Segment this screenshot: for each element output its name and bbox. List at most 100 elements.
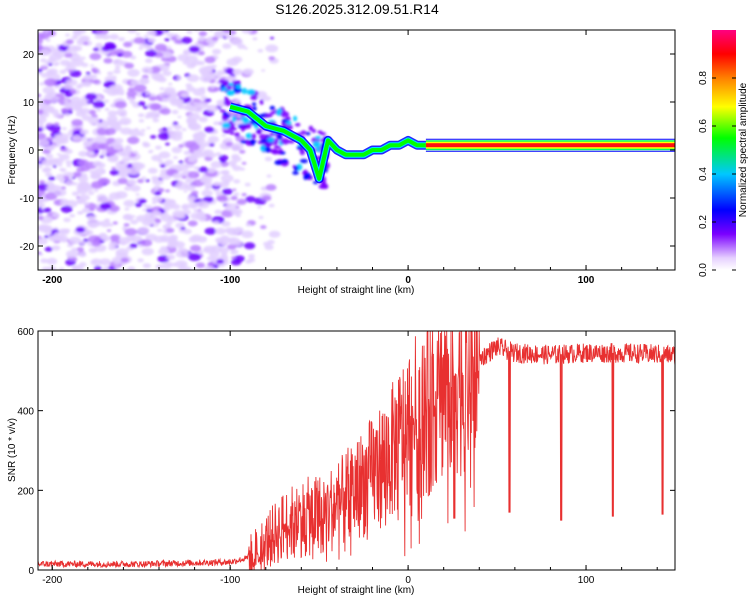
noise-blob bbox=[185, 55, 198, 64]
noise-blob bbox=[126, 179, 137, 186]
noise-blob bbox=[94, 135, 108, 144]
noise-blob bbox=[43, 235, 49, 239]
noise-blob bbox=[155, 219, 162, 224]
noise-blob bbox=[221, 188, 233, 195]
noise-blob bbox=[196, 214, 207, 221]
noise-blob bbox=[48, 63, 53, 66]
noise-blob bbox=[192, 88, 206, 96]
noise-blob bbox=[177, 115, 182, 119]
noise-blob bbox=[149, 103, 162, 111]
noise-blob bbox=[65, 160, 72, 165]
noise-blob bbox=[163, 225, 169, 229]
noise-blob bbox=[65, 79, 78, 87]
noise-blob bbox=[68, 69, 74, 73]
noise-blob bbox=[183, 150, 191, 155]
noise-blob bbox=[92, 160, 103, 167]
noise-blob bbox=[188, 153, 199, 161]
noise-blob bbox=[216, 259, 225, 264]
noise-blob bbox=[151, 154, 162, 162]
noise-blob bbox=[95, 42, 103, 48]
transition-blob bbox=[218, 79, 226, 84]
noise-blob bbox=[142, 143, 149, 147]
noise-blob bbox=[93, 265, 102, 270]
noise-blob bbox=[168, 199, 176, 204]
noise-blob bbox=[267, 239, 275, 245]
noise-blob bbox=[215, 191, 223, 196]
noise-blob bbox=[183, 190, 188, 193]
noise-blob bbox=[174, 260, 188, 269]
noise-blob bbox=[264, 156, 273, 162]
transition-blob bbox=[293, 165, 299, 171]
noise-blob bbox=[151, 196, 163, 203]
noise-blob bbox=[120, 241, 127, 246]
transition-blob bbox=[292, 170, 299, 175]
noise-blob bbox=[53, 157, 64, 165]
noise-blob bbox=[75, 226, 86, 233]
transition-blob bbox=[308, 125, 314, 131]
transition-blob bbox=[221, 122, 231, 129]
noise-blob bbox=[135, 193, 140, 196]
noise-blob bbox=[169, 97, 179, 104]
colorbar-tick-label: 0.0 bbox=[698, 263, 709, 277]
transition-blob bbox=[250, 94, 258, 101]
noise-blob bbox=[245, 223, 252, 227]
noise-blob bbox=[202, 236, 207, 240]
noise-blob bbox=[117, 150, 126, 156]
noise-blob bbox=[98, 34, 105, 39]
noise-blob bbox=[48, 124, 61, 133]
noise-blob bbox=[244, 182, 251, 187]
transition-blob bbox=[286, 120, 292, 125]
noise-blobs bbox=[38, 30, 331, 270]
noise-blob bbox=[198, 31, 208, 37]
noise-blob bbox=[53, 50, 66, 59]
noise-blob bbox=[127, 96, 134, 101]
noise-blob bbox=[180, 92, 190, 98]
noise-blob bbox=[38, 251, 42, 255]
noise-blob bbox=[161, 127, 169, 132]
noise-blob bbox=[185, 178, 194, 184]
noise-blob bbox=[120, 127, 132, 135]
noise-blob bbox=[38, 119, 42, 123]
transition-blob bbox=[231, 80, 241, 85]
transition-blob bbox=[227, 85, 232, 91]
noise-blob bbox=[186, 30, 193, 34]
noise-blob bbox=[177, 180, 183, 184]
noise-blob bbox=[139, 77, 150, 84]
noise-blob bbox=[224, 203, 238, 212]
noise-blob bbox=[96, 193, 107, 201]
noise-blob bbox=[70, 96, 82, 103]
noise-blob bbox=[236, 198, 247, 205]
transition-blob bbox=[263, 142, 273, 147]
noise-blob bbox=[242, 68, 254, 76]
noise-blob bbox=[114, 266, 120, 270]
noise-blob bbox=[213, 220, 220, 225]
noise-blob bbox=[168, 82, 173, 86]
noise-blob bbox=[160, 108, 171, 115]
noise-blob bbox=[95, 203, 102, 208]
snr-y-label: SNR (10 * v/v) bbox=[7, 418, 18, 482]
noise-blob bbox=[164, 203, 174, 210]
noise-blob bbox=[65, 33, 70, 37]
noise-blob bbox=[87, 191, 95, 196]
noise-blob bbox=[165, 46, 172, 50]
noise-blob bbox=[55, 173, 67, 181]
transition-blob bbox=[240, 125, 246, 132]
noise-blob bbox=[38, 209, 44, 214]
noise-blob bbox=[103, 99, 110, 103]
noise-blob bbox=[88, 137, 96, 142]
noise-blob bbox=[133, 84, 147, 93]
noise-blob bbox=[90, 258, 103, 266]
noise-blob bbox=[270, 36, 275, 40]
noise-blob bbox=[138, 113, 145, 118]
noise-blob bbox=[92, 69, 98, 73]
noise-blob bbox=[98, 143, 109, 150]
transition-blob bbox=[245, 139, 251, 145]
noise-blob bbox=[241, 192, 247, 197]
noise-blob bbox=[210, 245, 223, 253]
noise-blob bbox=[76, 166, 85, 173]
noise-blob bbox=[171, 109, 179, 115]
noise-blob bbox=[172, 121, 179, 125]
noise-blob bbox=[71, 35, 78, 40]
noise-blob bbox=[197, 200, 210, 209]
